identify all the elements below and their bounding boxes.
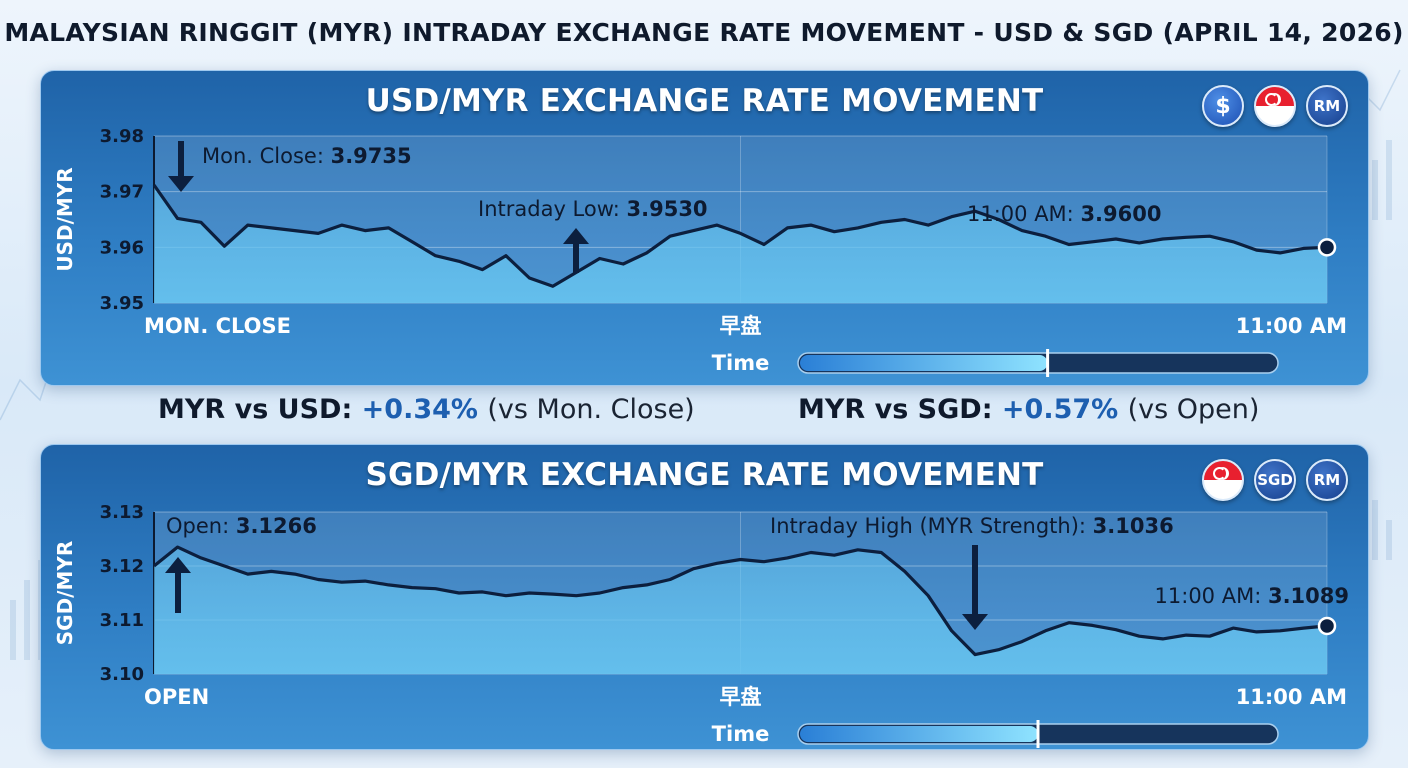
sgd-area-fill (154, 547, 1327, 674)
usd-y-tick-label: 3.96 (100, 237, 144, 258)
sgd-myr-chart-title: SGD/MYR EXCHANGE RATE MOVEMENT (365, 457, 1044, 493)
usd-myr-chart: 3.98 3.97 3.96 3.95 USD/MYR MON. CLOSE 早盘 11:00… (53, 126, 1347, 377)
usd-annotation-label: Intraday Low: (478, 197, 627, 221)
usd-annotation: 11:00 AM: 3.9600 (967, 202, 1161, 226)
usd-x-tick-label: 早盘 (720, 314, 762, 338)
sgd-currency-badges: SGD RM (1202, 459, 1348, 501)
usd-annotation: Mon. Close: 3.9735 (202, 144, 412, 168)
sgd-end-point (1317, 616, 1337, 636)
usd-annotation-value: 3.9735 (331, 144, 412, 168)
sgd-annotation-value: 3.1089 (1268, 584, 1349, 608)
usd-y-tick-label: 3.97 (100, 182, 144, 203)
myr-vs-usd-value: +0.34% (361, 394, 478, 425)
usd-currency-badges: $ RM (1202, 85, 1348, 127)
usd-x-tick-label: 11:00 AM (1236, 314, 1347, 338)
sgd-annotation-value: 3.1266 (236, 514, 317, 538)
usd-x-tick-label: MON. CLOSE (144, 314, 291, 338)
usd-annotation: Intraday Low: 3.9530 (478, 197, 708, 221)
sgd-x-tick-label: 11:00 AM (1236, 685, 1347, 709)
usd-end-point (1317, 238, 1337, 257)
sgd-time-slider-fill (800, 726, 1038, 742)
usd-annotation-label: 11:00 AM: (967, 202, 1080, 226)
usd-annotation-value: 3.9600 (1080, 202, 1161, 226)
usd-myr-panel: 3.98 3.97 3.96 3.95 USD/MYR MON. CLOSE 早盘 11:00… (40, 70, 1369, 386)
sgd-open-arrow-icon (165, 557, 191, 613)
sgd-y-axis-title: SGD/MYR (53, 541, 77, 646)
usd-mon-close-arrow-icon (168, 141, 194, 192)
dollar-icon: $ (1202, 85, 1244, 127)
myr-vs-sgd-note: (vs Open) (1127, 394, 1260, 425)
ringgit-badge: RM (1306, 85, 1348, 127)
sgd-x-tick-label: OPEN (144, 685, 209, 709)
sgd-annotation: Intraday High (MYR Strength): 3.1036 (770, 514, 1174, 538)
usd-y-tick-label: 3.98 (100, 126, 144, 147)
sgd-y-tick-label: 3.10 (100, 664, 144, 685)
usd-intraday-low-arrow-icon (563, 228, 589, 273)
myr-vs-usd-summary: MYR vs USD: +0.34% (vs Mon. Close) (158, 394, 695, 425)
sgd-intraday-high-arrow-icon (962, 545, 988, 630)
sgd-badge: SGD (1254, 459, 1296, 501)
singapore-flag-icon (1202, 459, 1244, 501)
usd-time-slider-fill (800, 355, 1048, 371)
myr-vs-sgd-label: MYR vs SGD: (798, 394, 993, 425)
usd-area-fill (154, 185, 1327, 303)
sgd-annotation-label: 11:00 AM: (1155, 584, 1268, 608)
myr-vs-sgd-summary: MYR vs SGD: +0.57% (vs Open) (798, 394, 1259, 425)
sgd-y-tick-label: 3.11 (100, 610, 144, 631)
myr-vs-usd-note: (vs Mon. Close) (487, 394, 695, 425)
usd-y-axis-title: USD/MYR (53, 167, 77, 271)
usd-annotation-value: 3.9530 (627, 197, 708, 221)
sgd-annotation: Open: 3.1266 (166, 514, 317, 538)
usd-y-tick-label: 3.95 (100, 293, 144, 314)
sgd-y-tick-label: 3.13 (100, 502, 144, 523)
myr-vs-sgd-value: +0.57% (1001, 394, 1119, 425)
sgd-annotation-label: Intraday High (MYR Strength): (770, 514, 1093, 538)
myr-vs-usd-label: MYR vs USD: (158, 394, 353, 425)
sgd-series-line (152, 545, 1328, 657)
sgd-y-tick-label: 3.12 (100, 556, 144, 577)
usd-annotation-label: Mon. Close: (202, 144, 331, 168)
sgd-x-tick-label: 早盘 (720, 685, 762, 709)
sgd-x-axis-title: Time (712, 722, 770, 746)
sgd-annotation-value: 3.1036 (1093, 514, 1174, 538)
ringgit-badge: RM (1306, 459, 1348, 501)
usd-series-line (152, 184, 1328, 288)
sgd-myr-chart: 3.13 3.12 3.11 3.10 SGD/MYR OPEN 早盘 11:00 AM Tim… (53, 502, 1349, 748)
main-title: MALAYSIAN RINGGIT (MYR) INTRADAY EXCHANG… (4, 18, 1404, 47)
sgd-myr-panel: 3.13 3.12 3.11 3.10 SGD/MYR OPEN 早盘 11:00 AM Tim… (40, 444, 1369, 750)
sgd-annotation-label: Open: (166, 514, 236, 538)
singapore-flag-icon (1254, 85, 1296, 127)
sgd-annotation: 11:00 AM: 3.1089 (1155, 584, 1349, 608)
usd-x-axis-title: Time (712, 351, 770, 375)
usd-myr-chart-title: USD/MYR EXCHANGE RATE MOVEMENT (365, 83, 1044, 119)
